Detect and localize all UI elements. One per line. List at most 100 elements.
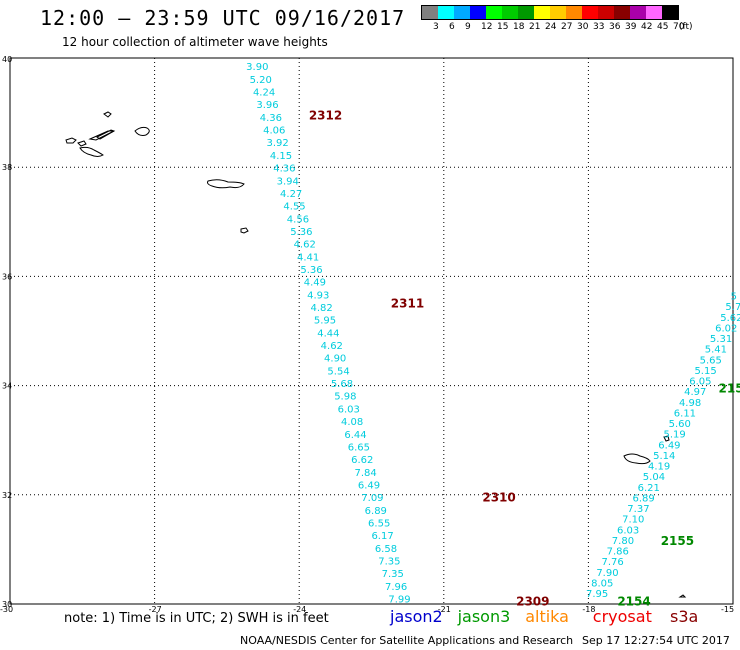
lat-tick-label: 36: [2, 272, 12, 281]
swh-label-east: 8.05: [591, 578, 613, 589]
swh-label-west: 5.95: [314, 316, 336, 327]
swh-label-west: 4.27: [280, 189, 302, 200]
legend-label: 45: [657, 22, 669, 32]
swh-label-west: 4.62: [294, 240, 316, 251]
legend-labels: 3 6 9 12 15 18 21 24 27 30 33 36 39 42 45 70 (ft): [421, 20, 693, 34]
swh-label-east: 4.97: [684, 387, 706, 398]
swh-label-east: 7.90: [596, 568, 618, 579]
swh-label-west: 4.15: [270, 151, 292, 162]
land-outlines: [65, 111, 687, 598]
swh-label-east: 5.65: [700, 355, 722, 366]
lat-tick-label: 32: [2, 491, 12, 500]
island-outline: [678, 594, 687, 598]
legend-label: 6: [449, 22, 455, 32]
island-outline: [88, 130, 115, 141]
swh-label-east: 7.76: [601, 557, 623, 568]
swh-label-west: 5.98: [334, 392, 356, 403]
swh-label-east: 5.41: [705, 345, 727, 356]
chart-subtitle: 12 hour collection of altimeter wave hei…: [62, 35, 328, 49]
swh-label-east: 7.80: [612, 536, 634, 547]
map-grid: [10, 58, 733, 604]
swh-label-west: 4.08: [341, 417, 363, 428]
swh-label-west: 5.68: [331, 379, 353, 390]
island-outline: [240, 227, 249, 234]
swh-label-west: 6.62: [351, 455, 373, 466]
legend-label: 15: [497, 22, 509, 32]
swh-label-west: 4.90: [324, 354, 346, 365]
legend-label: 21: [529, 22, 541, 32]
legend-label: 36: [609, 22, 621, 32]
swh-label-east: 6.11: [674, 408, 696, 419]
island-outline: [623, 453, 651, 465]
swh-label-west: 4.82: [311, 303, 333, 314]
swh-label-east: 4.98: [679, 398, 701, 409]
island-outline: [77, 140, 87, 147]
swh-label-west: 4.41: [297, 252, 319, 263]
swh-label-east: 7.37: [627, 504, 649, 515]
legend-swatch: [566, 6, 582, 19]
legend-label: 24: [545, 22, 557, 32]
legend-swatch: [470, 6, 486, 19]
legend-swatch: [550, 6, 566, 19]
swh-label-west: 5.20: [250, 75, 272, 86]
satellite-name: cryosat: [592, 607, 652, 626]
swh-label-west: 4.36: [260, 113, 282, 124]
swh-label-west: 6.49: [358, 480, 380, 491]
legend-swatch: [630, 6, 646, 19]
satellite-name: altika: [525, 607, 569, 626]
swh-label-east: 6.89: [632, 493, 654, 504]
swh-label-west: 4.49: [304, 278, 326, 289]
swh-label-west: 5.36: [290, 227, 312, 238]
legend-swatch: [598, 6, 614, 19]
swh-label-west: 5.54: [327, 366, 349, 377]
pass-labels: 2312 2311 2310 2309 2155 2154 215: [309, 108, 740, 608]
legend-label: 3: [433, 22, 439, 32]
legend-label: 9: [465, 22, 471, 32]
swh-label-west: 4.55: [283, 202, 305, 213]
swh-label-east: 5.7: [725, 302, 740, 313]
swh-label-east: 5: [731, 292, 737, 303]
legend-label: 70: [673, 22, 685, 32]
swh-label-west: 3.90: [246, 62, 268, 73]
lon-tick-label: -27: [149, 605, 162, 614]
island-outline: [134, 126, 150, 136]
swh-label-west: 4.93: [307, 290, 329, 301]
swh-label-west: 3.92: [266, 138, 288, 149]
legend-label: 33: [593, 22, 605, 32]
swh-label-west: 4.62: [321, 341, 343, 352]
swh-label-west: 7.84: [355, 468, 377, 479]
swh-label-east: 7.10: [622, 515, 644, 526]
legend-label: 12: [481, 22, 493, 32]
lon-tick-label: -18: [582, 605, 595, 614]
swh-label-west: 6.65: [348, 442, 370, 453]
swh-label-west: 7.09: [361, 493, 383, 504]
swh-label-east: 5.62: [720, 313, 740, 324]
altimeter-tracks: 3.905.204.243.964.364.063.924.154.363.94…: [246, 62, 740, 605]
swh-label-west: 5.36: [300, 265, 322, 276]
swh-label-east: 6.02: [715, 323, 737, 334]
swh-label-west: 4.56: [287, 214, 309, 225]
swh-label-west: 3.94: [277, 176, 299, 187]
legend-label: 27: [561, 22, 573, 32]
map-border: [9, 57, 734, 605]
swh-label-east: 5.31: [710, 334, 732, 345]
swh-label-east: 5.04: [643, 472, 665, 483]
island-outline: [103, 111, 112, 118]
swh-label-east: 7.86: [607, 547, 629, 558]
pass-number-label: 2310: [482, 491, 515, 505]
swh-label-east: 6.49: [658, 440, 680, 451]
swh-label-east: 5.19: [663, 430, 685, 441]
legend-label: 30: [577, 22, 589, 32]
swh-label-west: 4.24: [253, 88, 275, 99]
swh-label-east: 5.60: [669, 419, 691, 430]
swh-label-east: 7.95: [586, 589, 608, 600]
swh-label-east: 6.21: [638, 483, 660, 494]
swh-label-west: 7.96: [385, 582, 407, 593]
pass-number-label: 215: [719, 381, 740, 395]
swh-label-west: 6.89: [365, 506, 387, 517]
pass-number-label: 2154: [617, 594, 650, 608]
swh-label-east: 6.05: [689, 377, 711, 388]
satellite-name: jason3: [457, 607, 511, 626]
island-outline: [96, 129, 116, 140]
legend-swatch: [662, 6, 678, 19]
